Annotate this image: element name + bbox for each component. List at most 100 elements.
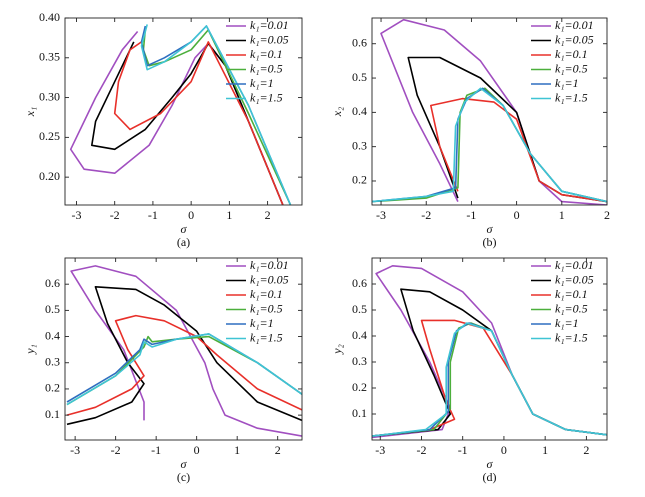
y-tick-label: 0.3: [352, 354, 367, 368]
y-tick-label: 0.6: [45, 276, 60, 290]
legend-label: k₁=1: [555, 316, 579, 330]
data-line: [372, 87, 607, 203]
subplot: -3 -2 -1 0 1 20.20.30.40.50.6σx₂(b)k₁=0.01k₁=…: [330, 17, 610, 249]
legend-label: k₁=1.5: [555, 330, 588, 344]
y-tick-label: 0.30: [39, 89, 60, 103]
y-tick-label: 0.1: [45, 407, 60, 421]
y-tick-label: 0.5: [352, 302, 367, 316]
data-line: [140, 24, 292, 205]
x-tick-label: -2: [111, 443, 121, 457]
x-tick-label: 2: [604, 208, 610, 222]
y-tick-label: 0.5: [45, 302, 60, 316]
x-tick-label: 0: [194, 443, 200, 457]
axes-frame: [371, 257, 608, 441]
data-line: [113, 41, 284, 205]
legend-label: k₁=0.1: [555, 287, 588, 301]
legend-label: k₁=0.1: [555, 47, 588, 61]
y-tick-label: 0.25: [39, 129, 60, 143]
legend-label: k₁=1.5: [250, 330, 283, 344]
y-tick-label: 0.5: [352, 70, 367, 84]
legend-label: k₁=0.01: [250, 18, 289, 32]
caption: (d): [483, 470, 497, 484]
data-line: [380, 18, 607, 205]
x-tick-label: -2: [421, 208, 431, 222]
plot-area: [372, 18, 607, 205]
legend-label: k₁=0.5: [250, 301, 283, 315]
data-line: [66, 314, 302, 416]
x-tick-label: -3: [70, 443, 80, 457]
legend-label: k₁=0.1: [250, 287, 283, 301]
legend-label: k₁=0.05: [250, 272, 289, 286]
data-line: [372, 87, 607, 203]
data-line: [372, 87, 607, 203]
x-tick-label: -3: [71, 208, 81, 222]
plot-area: [372, 265, 607, 439]
axes-frame: [64, 17, 303, 206]
legend-label: k₁=0.05: [250, 32, 289, 46]
x-tick-label: -1: [458, 443, 468, 457]
subplot: -3 -2 -1 0 1 2 0.20 0.25 0.30 0.35 0.40 σ x₁ (a) k₁=0.…: [23, 10, 303, 249]
y-tick-label: 0.4: [352, 328, 367, 342]
y-tick-label: 0.2: [352, 380, 367, 394]
x-tick-label: -2: [416, 443, 426, 457]
legend-label: k₁=0.05: [555, 272, 594, 286]
x-tick-label: 1: [559, 208, 565, 222]
y-tick-label: 0.3: [352, 138, 367, 152]
x-axis-label: σ: [487, 222, 494, 236]
legend-label: k₁=1: [250, 316, 274, 330]
plot-area: [66, 265, 302, 437]
x-tick-label: -1: [148, 208, 158, 222]
x-tick-label: -1: [151, 443, 161, 457]
y-axis-label: y₂: [330, 344, 344, 355]
x-axis-label: σ: [487, 457, 494, 471]
caption: (c): [177, 470, 190, 484]
x-tick-label: 2: [265, 208, 271, 222]
y-tick-label: 0.1: [352, 406, 367, 420]
legend-label: k₁=0.5: [250, 61, 283, 75]
plot-area: [69, 24, 292, 205]
x-tick-label: 1: [234, 443, 240, 457]
legend-label: k₁=0.01: [555, 258, 594, 272]
axes-frame: [371, 17, 608, 206]
x-axis-label: σ: [181, 457, 188, 471]
data-line: [66, 286, 302, 426]
y-tick-label: 0.4: [352, 104, 367, 118]
subplot: -3 -2 -1 0 1 2 0.1 0.2 0.3 0.4 0.5 0.6 σ y₂ (d) k₁=0.01…: [330, 257, 608, 484]
y-tick-label: 0.2: [45, 381, 60, 395]
x-axis-label: σ: [181, 222, 188, 236]
legend-label: k₁=1.5: [555, 90, 588, 104]
x-tick-label: -3: [376, 208, 386, 222]
subplot: -3 -2 -1 0 1 2 0.1 0.2 0.3 0.4 0.5 0.6 σ y₁ (c) k₁=0.01…: [23, 257, 303, 484]
y-tick-label: 0.6: [352, 276, 367, 290]
legend-label: k₁=0.1: [250, 47, 283, 61]
y-axis-label: x₂: [330, 107, 344, 118]
legend-label: k₁=0.05: [555, 32, 594, 46]
legend-label: k₁=0.5: [555, 301, 588, 315]
y-axis-label: x₁: [23, 107, 37, 118]
y-tick-label: 0.40: [39, 10, 60, 24]
x-tick-label: 2: [275, 443, 281, 457]
y-tick-label: 0.4: [45, 328, 60, 342]
y-tick-label: 0.2: [352, 173, 367, 187]
x-tick-label: 2: [583, 443, 589, 457]
axes-frame: [64, 257, 303, 441]
data-line: [430, 97, 607, 203]
caption: (a): [177, 235, 190, 249]
x-tick-label: -1: [466, 208, 476, 222]
x-tick-label: 1: [226, 208, 232, 222]
legend-label: k₁=1: [555, 76, 579, 90]
legend-label: k₁=0.01: [250, 258, 289, 272]
y-tick-label: 0.35: [39, 50, 60, 64]
x-tick-label: 0: [501, 443, 507, 457]
x-tick-label: -3: [375, 443, 385, 457]
data-line: [372, 322, 607, 437]
legend-label: k₁=0.5: [555, 61, 588, 75]
x-tick-label: 0: [188, 208, 194, 222]
legend-label: k₁=0.01: [555, 18, 594, 32]
caption: (b): [483, 235, 497, 249]
x-tick-label: 0: [514, 208, 520, 222]
legend-label: k₁=1: [250, 76, 274, 90]
data-line: [70, 265, 302, 437]
data-line: [66, 333, 302, 406]
